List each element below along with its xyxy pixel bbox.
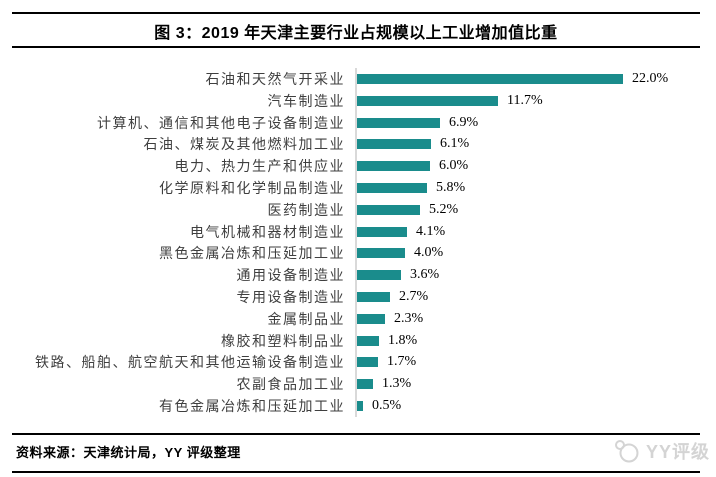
value-label: 4.0% bbox=[414, 245, 444, 261]
bar bbox=[357, 248, 405, 259]
bar bbox=[357, 379, 373, 390]
watermark-text: YY评级 bbox=[645, 442, 710, 462]
category-label: 通用设备制造业 bbox=[236, 269, 345, 285]
figure-title: 图 3：2019 年天津主要行业占规模以上工业增加值比重 bbox=[154, 25, 558, 42]
chart-row: 计算机、通信和其他电子设备制造业 6.9% bbox=[12, 111, 700, 134]
bar-track: 11.7% bbox=[355, 89, 700, 112]
value-label: 1.7% bbox=[387, 354, 417, 370]
value-label: 1.3% bbox=[382, 376, 412, 392]
value-label: 6.0% bbox=[439, 158, 469, 174]
chart-row: 黑色金属冶炼和压延加工业 4.0% bbox=[12, 242, 700, 265]
bar-track: 4.1% bbox=[355, 220, 700, 243]
bar bbox=[357, 226, 407, 237]
bar-track: 22.0% bbox=[355, 68, 700, 90]
value-label: 0.5% bbox=[372, 398, 402, 414]
bar bbox=[357, 313, 385, 324]
value-label: 4.1% bbox=[416, 223, 446, 239]
header-bottom-rule bbox=[12, 46, 700, 48]
bar-track: 5.2% bbox=[355, 198, 700, 221]
bar-track: 2.7% bbox=[355, 286, 700, 308]
chart-row: 专用设备制造业 2.7% bbox=[12, 286, 700, 308]
category-label: 有色金属冶炼和压延加工业 bbox=[159, 400, 345, 416]
bar-chart: 石油和天然气开采业 22.0% 汽车制造业 11.7% 计算机、通信和其他电子设备制造业… bbox=[12, 68, 700, 417]
bar-track: 6.1% bbox=[355, 133, 700, 156]
chart-row: 汽车制造业 11.7% bbox=[12, 89, 700, 112]
category-label: 专用设备制造业 bbox=[236, 291, 345, 307]
bar bbox=[357, 161, 430, 172]
source-text: 资料来源：天津统计局，YY 评级整理 bbox=[16, 445, 241, 460]
category-label: 石油、煤炭及其他燃料加工业 bbox=[143, 138, 345, 154]
bar bbox=[357, 139, 431, 150]
category-label: 汽车制造业 bbox=[267, 94, 345, 110]
value-label: 5.2% bbox=[429, 201, 459, 217]
category-label: 黑色金属冶炼和压延加工业 bbox=[159, 247, 345, 263]
category-label: 铁路、船舶、航空航天和其他运输设备制造业 bbox=[35, 356, 345, 372]
value-label: 22.0% bbox=[632, 70, 669, 86]
bar-track: 2.3% bbox=[355, 307, 700, 330]
footer-top-rule bbox=[12, 433, 700, 435]
bar bbox=[357, 73, 623, 84]
bar bbox=[357, 204, 420, 215]
bar-track: 1.7% bbox=[355, 351, 700, 374]
category-label: 医药制造业 bbox=[267, 203, 345, 219]
footer-bottom-rule bbox=[12, 471, 700, 473]
bar-track: 6.0% bbox=[355, 155, 700, 178]
bar-track: 4.0% bbox=[355, 242, 700, 265]
chart-row: 铁路、船舶、航空航天和其他运输设备制造业 1.7% bbox=[12, 351, 700, 374]
category-label: 化学原料和化学制品制造业 bbox=[159, 181, 345, 197]
watermark-logo-icon bbox=[613, 436, 643, 466]
chart-row: 石油和天然气开采业 22.0% bbox=[12, 68, 700, 90]
category-label: 计算机、通信和其他电子设备制造业 bbox=[97, 116, 345, 132]
bar-track: 3.6% bbox=[355, 264, 700, 287]
chart-row: 石油、煤炭及其他燃料加工业 6.1% bbox=[12, 133, 700, 156]
chart-row: 有色金属冶炼和压延加工业 0.5% bbox=[12, 395, 700, 417]
value-label: 6.1% bbox=[440, 136, 470, 152]
chart-row: 橡胶和塑料制品业 1.8% bbox=[12, 329, 700, 352]
bar bbox=[357, 357, 378, 368]
value-label: 11.7% bbox=[507, 92, 543, 108]
header-top-rule bbox=[12, 12, 700, 14]
value-label: 2.7% bbox=[399, 289, 429, 305]
bar-track: 0.5% bbox=[355, 395, 700, 417]
chart-row: 化学原料和化学制品制造业 5.8% bbox=[12, 177, 700, 199]
value-label: 1.8% bbox=[388, 332, 418, 348]
chart-row: 金属制品业 2.3% bbox=[12, 307, 700, 330]
category-label: 电气机械和器材制造业 bbox=[190, 225, 345, 241]
value-label: 5.8% bbox=[436, 179, 466, 195]
bar bbox=[357, 95, 498, 106]
bar-track: 5.8% bbox=[355, 177, 700, 199]
watermark: YY评级 bbox=[613, 436, 710, 466]
bar-track: 1.8% bbox=[355, 329, 700, 352]
value-label: 6.9% bbox=[449, 114, 479, 130]
bar bbox=[357, 292, 390, 303]
value-label: 2.3% bbox=[394, 310, 424, 326]
chart-row: 农副食品加工业 1.3% bbox=[12, 373, 700, 396]
category-label: 电力、热力生产和供应业 bbox=[174, 160, 345, 176]
category-label: 金属制品业 bbox=[267, 312, 345, 328]
chart-row: 医药制造业 5.2% bbox=[12, 198, 700, 221]
bar-track: 1.3% bbox=[355, 373, 700, 396]
category-label: 橡胶和塑料制品业 bbox=[221, 334, 345, 350]
value-label: 3.6% bbox=[410, 267, 440, 283]
category-label: 石油和天然气开采业 bbox=[205, 72, 345, 88]
bar bbox=[357, 401, 363, 412]
chart-row: 电力、热力生产和供应业 6.0% bbox=[12, 155, 700, 178]
category-label: 农副食品加工业 bbox=[236, 378, 345, 394]
bar bbox=[357, 335, 379, 346]
bar bbox=[357, 270, 401, 281]
chart-row: 电气机械和器材制造业 4.1% bbox=[12, 220, 700, 243]
chart-row: 通用设备制造业 3.6% bbox=[12, 264, 700, 287]
bar bbox=[357, 117, 440, 128]
bar bbox=[357, 182, 427, 193]
bar-track: 6.9% bbox=[355, 111, 700, 134]
